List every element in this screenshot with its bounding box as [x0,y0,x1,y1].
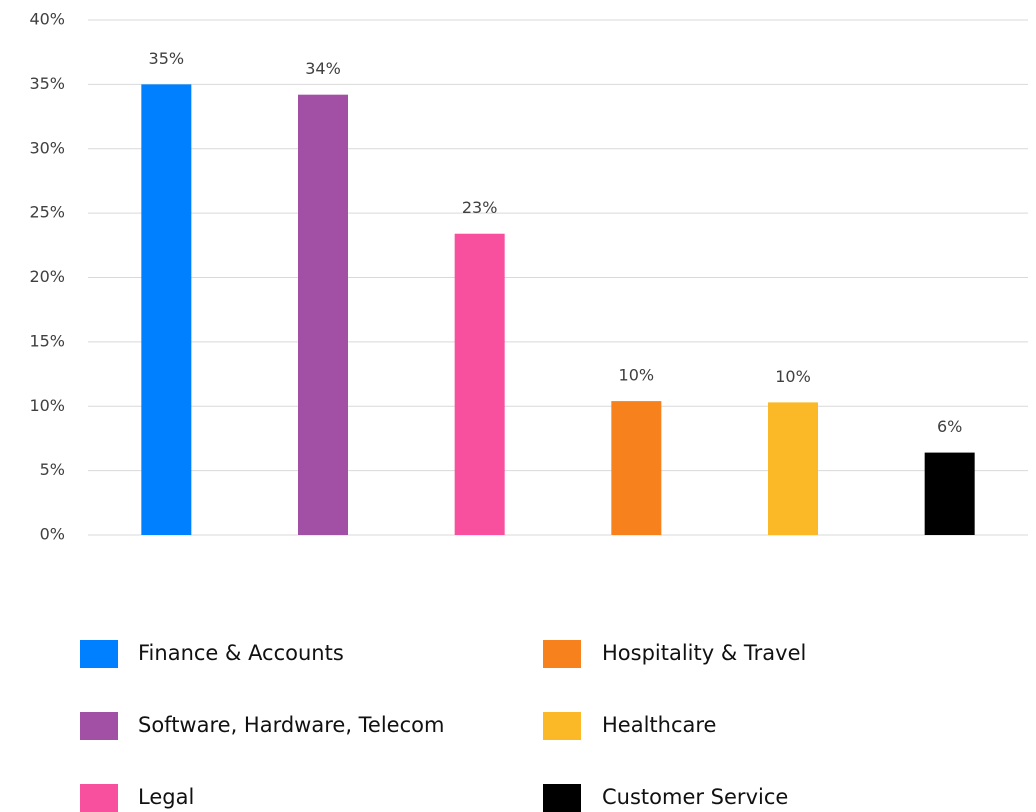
data-label: 35% [149,49,185,68]
y-tick-label: 35% [29,74,65,93]
legend-swatch [543,784,581,812]
legend-swatch [543,640,581,668]
data-label: 10% [619,366,655,385]
bar [454,233,505,535]
y-tick-label: 20% [29,267,65,286]
y-tick-label: 30% [29,138,65,157]
bar [924,452,975,535]
y-tick-label: 25% [29,203,65,222]
data-label: 34% [305,59,341,78]
data-label: 23% [462,198,498,217]
legend-label: Healthcare [602,713,716,737]
legend-label: Finance & Accounts [138,641,344,665]
data-label: 6% [937,417,962,436]
bar [298,94,348,536]
legend-label: Hospitality & Travel [602,641,806,665]
y-tick-label: 15% [29,331,65,350]
y-tick-label: 40% [29,10,65,29]
data-label: 10% [775,367,811,386]
y-tick-label: 0% [40,525,65,544]
y-tick-label: 5% [40,460,65,479]
legend-label: Customer Service [602,785,788,809]
bar [141,84,192,535]
legend-swatch [80,712,118,740]
y-tick-label: 10% [29,396,65,415]
legend-swatch [80,640,118,668]
bar [768,402,818,535]
legend-swatch [543,712,581,740]
legend-label: Legal [138,785,194,809]
legend-label: Software, Hardware, Telecom [138,713,444,737]
legend-swatch [80,784,118,812]
bar [611,401,662,535]
